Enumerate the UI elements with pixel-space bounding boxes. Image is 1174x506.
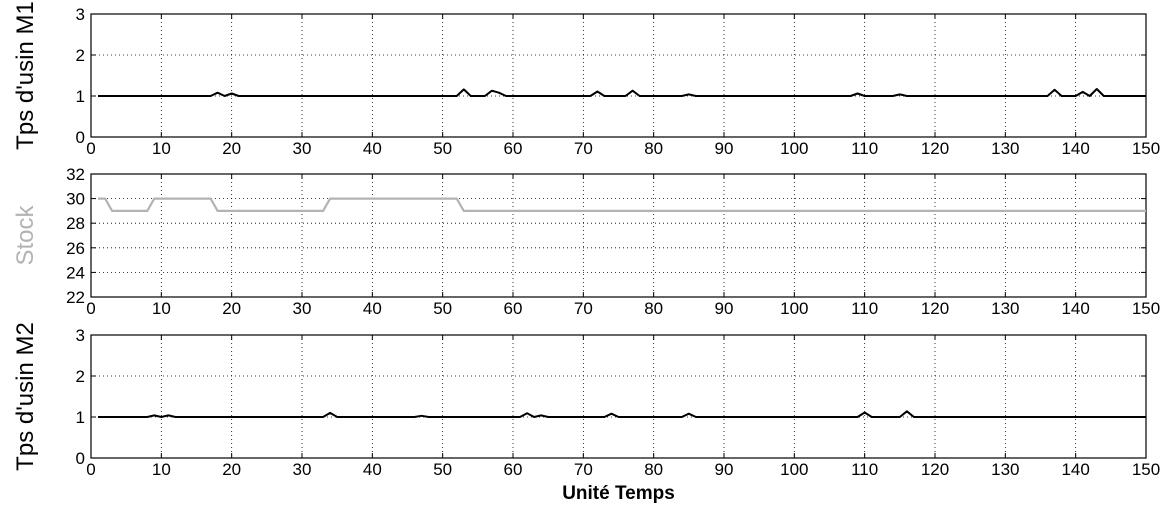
x-tick-label: 150 [1132,299,1160,318]
x-tick-label: 0 [86,299,95,318]
x-tick-label: 30 [293,299,312,318]
x-tick-label: 140 [1061,460,1089,479]
x-tick-label: 40 [363,460,382,479]
y-tick-label: 2 [76,46,85,65]
y-tick-label: 22 [66,288,85,307]
x-tick-label: 130 [991,139,1019,158]
plot-area [90,334,1147,459]
x-tick-label: 20 [222,139,241,158]
x-tick-label: 100 [780,460,808,479]
series-line [98,410,1146,418]
x-tick-label: 20 [222,460,241,479]
x-tick-label: 0 [86,139,95,158]
plot-area [90,173,1147,298]
y-tick-label: 28 [66,214,85,233]
subplot-1: 0 10 20 30 40 50 60 70 80 90 100 110 120 130 140 150 0 1 2… [12,1,1160,158]
y-axis-label: Stock [12,204,39,265]
x-tick-label: 120 [921,139,949,158]
x-tick-label: 70 [574,139,593,158]
x-tick-label: 10 [152,460,171,479]
series-line [98,197,1146,212]
x-tick-label: 80 [644,299,663,318]
x-tick-label: 120 [921,299,949,318]
plot-area [90,13,1147,138]
x-tick-label: 90 [715,139,734,158]
x-tick-label: 10 [152,299,171,318]
subplot-3: 0 10 20 30 40 50 60 70 80 90 100 110 120 130 140 150 0 1 2… [12,322,1160,504]
x-tick-label: 100 [780,299,808,318]
x-tick-label: 50 [433,460,452,479]
x-tick-label: 110 [851,460,878,479]
x-tick-label: 120 [921,460,949,479]
x-tick-label: 90 [715,460,734,479]
x-tick-label: 20 [222,299,241,318]
subplot-2: 0 10 20 30 40 50 60 70 80 90 100 110 120 130 140 150 22 2… [12,165,1160,318]
x-tick-label: 10 [152,139,171,158]
x-tick-label: 50 [433,139,452,158]
x-tick-label: 60 [504,460,523,479]
y-tick-label: 2 [76,367,85,386]
x-tick-label: 140 [1061,299,1089,318]
x-tick-label: 30 [293,139,312,158]
x-tick-label: 110 [851,139,878,158]
x-tick-label: 90 [715,299,734,318]
x-tick-label: 80 [644,460,663,479]
y-tick-label: 26 [66,239,85,258]
x-tick-label: 50 [433,299,452,318]
x-tick-label: 150 [1132,460,1160,479]
x-tick-label: 60 [504,299,523,318]
x-tick-label: 60 [504,139,523,158]
x-tick-label: 70 [574,460,593,479]
y-tick-label: 1 [76,408,85,427]
y-axis-label: Tps d'usin M2 [12,322,39,471]
x-tick-label: 30 [293,460,312,479]
x-axis-label: Unité Temps [562,483,675,504]
y-tick-label: 0 [76,128,85,147]
y-tick-label: 30 [66,190,85,209]
x-tick-label: 130 [991,299,1019,318]
y-tick-label: 3 [76,326,85,345]
x-tick-label: 80 [644,139,663,158]
x-tick-label: 70 [574,299,593,318]
y-tick-label: 24 [66,263,85,282]
x-tick-label: 100 [780,139,808,158]
x-tick-label: 140 [1061,139,1089,158]
x-tick-label: 130 [991,460,1019,479]
x-tick-label: 40 [363,299,382,318]
y-tick-label: 1 [76,87,85,106]
x-tick-label: 150 [1132,139,1160,158]
y-tick-label: 32 [66,165,85,184]
y-axis-label: Tps d'usin M1 [12,1,39,150]
x-tick-label: 0 [86,460,95,479]
x-tick-label: 40 [363,139,382,158]
series-line [98,88,1146,97]
y-tick-label: 0 [76,449,85,468]
y-tick-label: 3 [76,5,85,24]
x-tick-label: 110 [851,299,878,318]
